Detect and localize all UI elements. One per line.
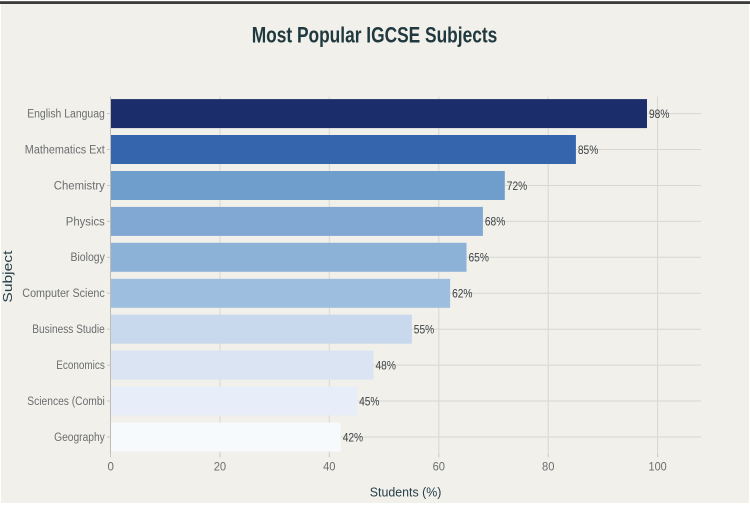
svg-text:48%: 48% <box>376 358 397 372</box>
svg-text:45%: 45% <box>359 394 380 408</box>
svg-text:42%: 42% <box>343 430 364 444</box>
svg-text:Biology: Biology <box>71 252 106 264</box>
svg-text:55%: 55% <box>414 323 435 337</box>
svg-text:Physics: Physics <box>66 216 105 228</box>
svg-text:20: 20 <box>214 461 226 473</box>
svg-text:English Languag: English Languag <box>27 109 105 121</box>
svg-text:65%: 65% <box>469 251 490 265</box>
svg-text:Students (%): Students (%) <box>370 485 442 500</box>
svg-text:Most Popular IGCSE Subjects: Most Popular IGCSE Subjects <box>252 23 498 48</box>
svg-text:Economics: Economics <box>56 360 105 372</box>
svg-text:60: 60 <box>433 461 445 473</box>
svg-text:0: 0 <box>107 461 113 473</box>
svg-text:85%: 85% <box>578 143 599 157</box>
svg-text:100: 100 <box>649 461 667 473</box>
svg-text:Computer Scienc: Computer Scienc <box>22 288 105 300</box>
svg-text:Business Studie: Business Studie <box>32 324 105 336</box>
svg-text:Subject: Subject <box>1 250 15 303</box>
svg-text:Chemistry: Chemistry <box>54 180 105 192</box>
svg-text:68%: 68% <box>485 215 506 229</box>
svg-text:80: 80 <box>542 461 554 473</box>
svg-text:Mathematics Ext: Mathematics Ext <box>25 144 106 156</box>
svg-text:72%: 72% <box>507 179 528 193</box>
svg-text:98%: 98% <box>649 107 670 121</box>
svg-text:Geography: Geography <box>54 432 105 444</box>
svg-text:40: 40 <box>323 461 335 473</box>
svg-text:Sciences (Combi: Sciences (Combi <box>27 396 105 408</box>
svg-text:62%: 62% <box>452 287 473 301</box>
